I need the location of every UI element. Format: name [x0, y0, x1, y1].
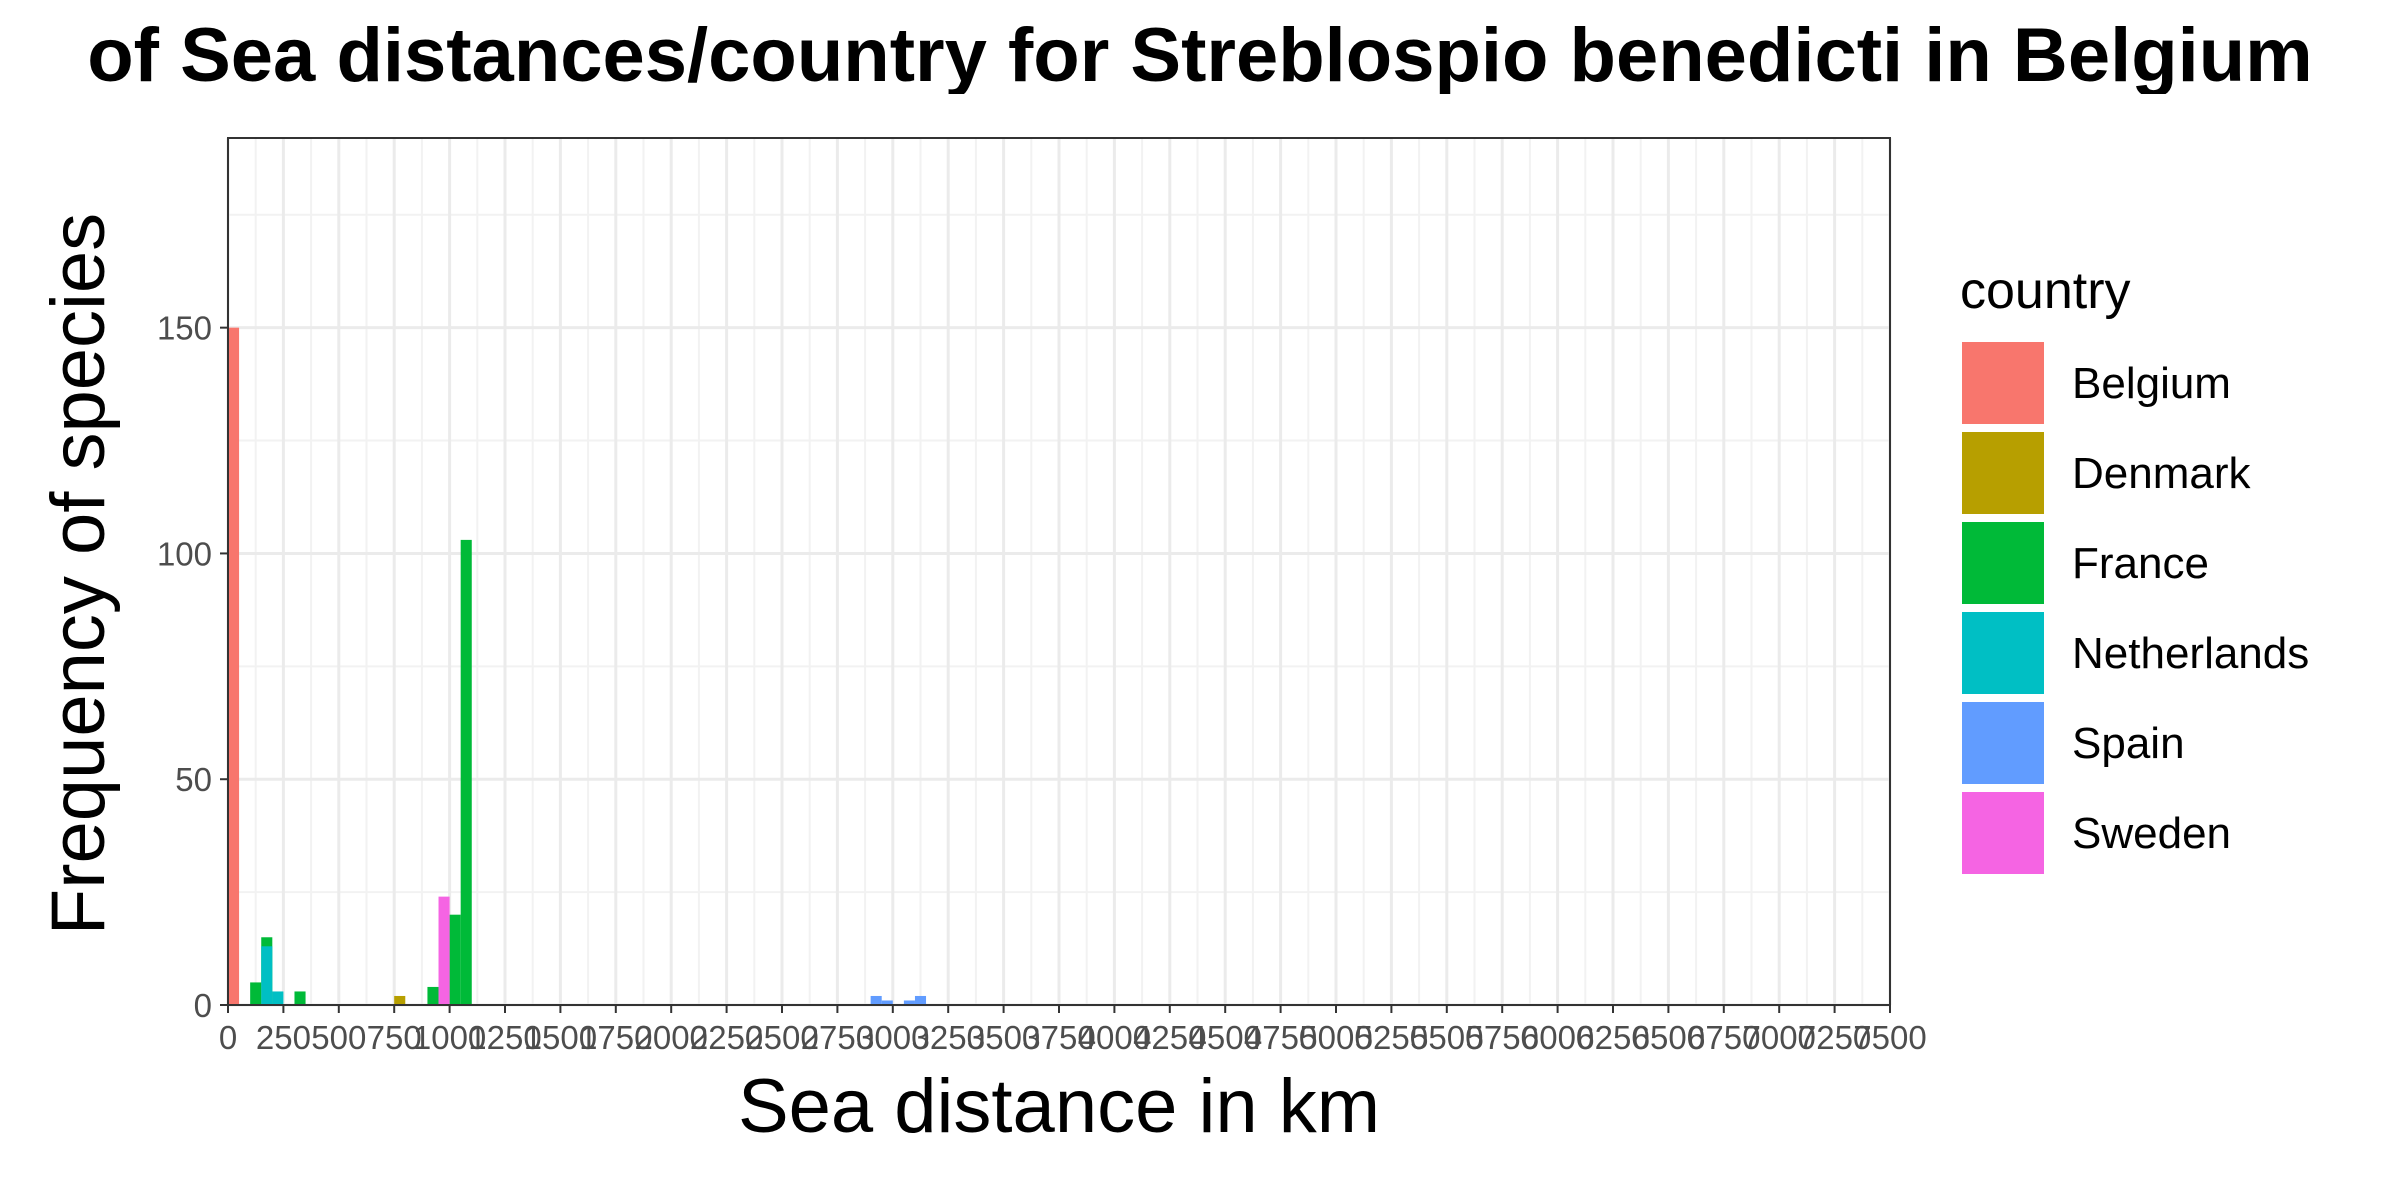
x-tick-label: 4750 — [1244, 1019, 1317, 1056]
x-tick-label: 6000 — [1521, 1019, 1594, 1056]
x-tick-label: 500 — [311, 1019, 366, 1056]
x-tick-label: 2000 — [634, 1019, 707, 1056]
x-tick-label: 2500 — [745, 1019, 818, 1056]
legend-label-netherlands: Netherlands — [2072, 629, 2309, 678]
x-tick-label: 6500 — [1632, 1019, 1705, 1056]
x-tick-label: 1500 — [524, 1019, 597, 1056]
x-tick-label: 5500 — [1410, 1019, 1483, 1056]
bar-spain — [870, 995, 882, 1005]
bar-france — [460, 539, 472, 1005]
y-tick-label: 50 — [175, 761, 212, 798]
x-tick-label: 3000 — [856, 1019, 929, 1056]
legend-key-sweden — [1962, 792, 2044, 874]
y-axis-title: Frequency of species — [36, 213, 121, 935]
legend-key-france — [1962, 522, 2044, 604]
bar-france — [427, 986, 439, 1005]
x-tick-label: 4500 — [1188, 1019, 1261, 1056]
x-tick-label: 7500 — [1853, 1019, 1926, 1056]
x-tick-label: 6250 — [1576, 1019, 1649, 1056]
bar-netherlands — [272, 991, 284, 1005]
legend-label-france: France — [2072, 539, 2209, 588]
bar-belgium — [228, 327, 240, 1005]
x-tick-label: 2750 — [801, 1019, 874, 1056]
x-tick-label: 1750 — [579, 1019, 652, 1056]
chart-title: of Sea distances/country for Streblospio… — [87, 18, 2313, 94]
x-tick-label: 250 — [256, 1019, 311, 1056]
legend-key-belgium — [1962, 342, 2044, 424]
x-tick-label: 5250 — [1355, 1019, 1428, 1056]
x-tick-label: 4250 — [1133, 1019, 1206, 1056]
bar-spain — [881, 1000, 893, 1005]
legend-label-denmark: Denmark — [2072, 449, 2251, 498]
y-tick-label: 0 — [194, 987, 212, 1024]
bar-france — [250, 982, 262, 1005]
legend-items: Belgium Denmark France Netherlands Spain Swed… — [1962, 342, 2309, 874]
x-tick-label: 3750 — [1022, 1019, 1095, 1056]
x-axis-title: Sea distance in km — [738, 1064, 1380, 1149]
x-tick-label: 0 — [219, 1019, 237, 1056]
grid-lines — [226, 138, 1892, 1007]
x-tick-label: 3500 — [967, 1019, 1040, 1056]
y-tick-label: 150 — [157, 310, 212, 347]
legend-key-spain — [1962, 702, 2044, 784]
x-tick-label: 2250 — [690, 1019, 763, 1056]
legend-key-netherlands — [1962, 612, 2044, 694]
x-tick-label: 5750 — [1465, 1019, 1538, 1056]
bar-netherlands — [261, 946, 273, 1005]
x-tick-label: 4000 — [1078, 1019, 1151, 1056]
bar-denmark — [394, 995, 406, 1005]
x-tick-label: 750 — [367, 1019, 422, 1056]
legend-label-belgium: Belgium — [2072, 359, 2231, 408]
x-tick-label: 1250 — [468, 1019, 541, 1056]
x-tick-label: 7000 — [1742, 1019, 1815, 1056]
legend-label-spain: Spain — [2072, 719, 2185, 768]
bar-spain — [903, 1000, 915, 1005]
axis-ticks: 0 250 500 750100012501500175020002250250027… — [157, 310, 1927, 1056]
y-tick-label: 100 — [157, 535, 212, 572]
x-tick-label: 1000 — [413, 1019, 486, 1056]
histogram-bars — [228, 327, 927, 1005]
x-tick-label: 7250 — [1798, 1019, 1871, 1056]
bar-sweden — [438, 896, 450, 1005]
x-tick-label: 6750 — [1687, 1019, 1760, 1056]
legend: country Belgium Denmark France Netherlands S… — [1960, 262, 2309, 874]
legend-title: country — [1960, 262, 2131, 320]
legend-label-sweden: Sweden — [2072, 809, 2231, 858]
x-tick-label: 5000 — [1299, 1019, 1372, 1056]
bar-france — [294, 991, 306, 1005]
x-tick-label: 3250 — [911, 1019, 984, 1056]
bar-spain — [914, 995, 927, 1005]
bar-france — [449, 914, 461, 1005]
legend-key-denmark — [1962, 432, 2044, 514]
